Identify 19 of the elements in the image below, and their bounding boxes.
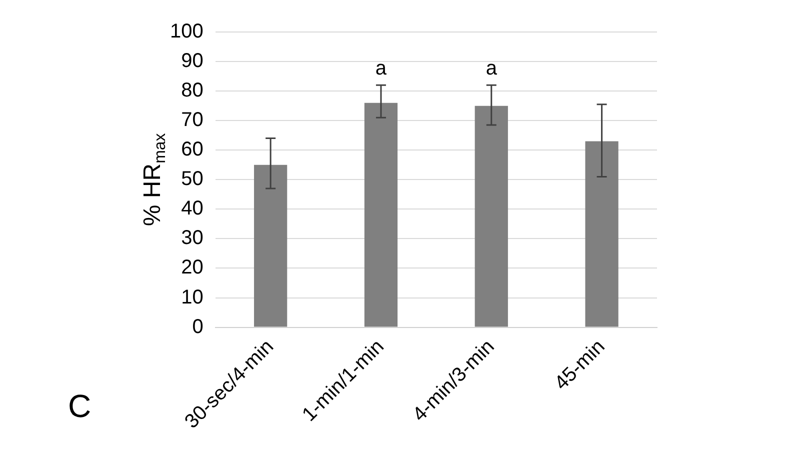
y-tick-label: 40 bbox=[181, 198, 204, 220]
bar bbox=[364, 102, 398, 327]
y-tick-label: 90 bbox=[181, 50, 204, 72]
text: C bbox=[68, 388, 92, 424]
bar bbox=[254, 164, 288, 327]
y-tick-label: 60 bbox=[181, 138, 204, 161]
y-tick-label: 50 bbox=[181, 168, 204, 190]
bar bbox=[474, 106, 508, 327]
y-tick-label: 70 bbox=[181, 109, 204, 132]
y-tick-label: 10 bbox=[181, 286, 204, 308]
annotation: a bbox=[375, 58, 388, 80]
annotation: a bbox=[486, 58, 498, 80]
y-tick-label: 20 bbox=[181, 256, 204, 279]
y-tick-label: 30 bbox=[181, 227, 204, 250]
y-axis-title: % HRmax bbox=[138, 133, 169, 226]
y-tick-label: 80 bbox=[181, 80, 204, 102]
y-tick-label: 100 bbox=[170, 20, 204, 43]
y-tick-label: 0 bbox=[192, 316, 204, 338]
bar bbox=[585, 141, 618, 327]
